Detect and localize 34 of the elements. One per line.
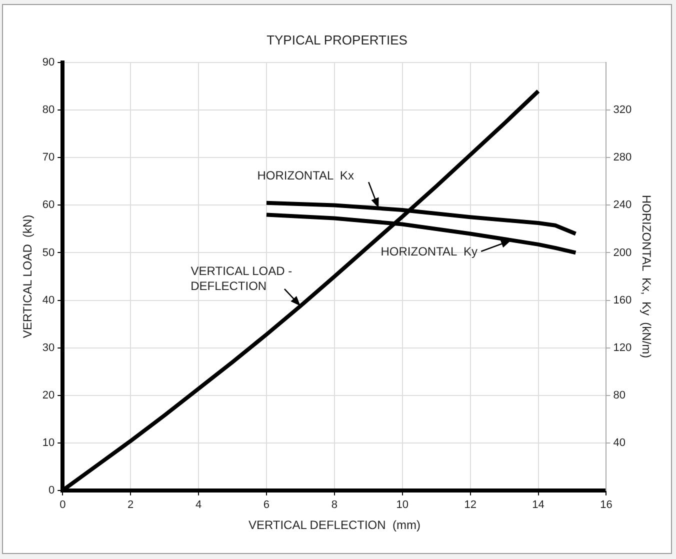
y2-tick-label: 240 <box>613 199 632 212</box>
y-tick-label: 20 <box>42 389 55 402</box>
y-axis-title: VERTICAL LOAD (kN) <box>20 214 35 338</box>
y-tick-label: 30 <box>42 342 55 354</box>
y2-axis-title: HORIZONTAL Kx, Ky (kN/m) <box>639 194 654 358</box>
x-tick-label: 14 <box>532 499 544 512</box>
y2-tick-label: 160 <box>613 294 632 306</box>
y-tick-label: 70 <box>42 152 55 164</box>
x-axis-title: VERTICAL DEFLECTION (mm) <box>248 518 420 532</box>
y2-tick-label: 200 <box>613 246 632 259</box>
y-tick-label: 50 <box>42 246 55 259</box>
y-tick-label: 10 <box>42 436 55 449</box>
y2-tick-label: 80 <box>613 389 626 402</box>
x-tick-label: 16 <box>600 499 612 512</box>
x-tick-label: 10 <box>396 499 409 512</box>
x-tick-label: 0 <box>60 499 66 512</box>
annotation: VERTICAL LOAD - DEFLECTION <box>190 264 292 293</box>
y-tick-label: 40 <box>42 294 55 306</box>
x-tick-label: 8 <box>331 499 338 512</box>
y-tick-label: 0 <box>48 484 55 496</box>
y2-tick-label: 320 <box>613 104 632 116</box>
y2-tick-label: 280 <box>613 152 632 164</box>
y2-tick-label: 120 <box>613 342 632 354</box>
y-tick-label: 80 <box>42 104 55 116</box>
annotation: HORIZONTAL Kx <box>257 168 354 182</box>
chart-title: TYPICAL PROPERTIES <box>266 32 408 48</box>
x-tick-label: 2 <box>128 499 134 512</box>
x-tick-label: 4 <box>195 499 202 512</box>
annotation: HORIZONTAL Ky <box>380 244 478 259</box>
y-tick-label: 90 <box>42 56 55 69</box>
y-tick-label: 60 <box>42 199 55 212</box>
x-tick-label: 12 <box>464 499 476 512</box>
x-tick-label: 6 <box>263 499 270 512</box>
y2-tick-label: 40 <box>613 436 626 449</box>
